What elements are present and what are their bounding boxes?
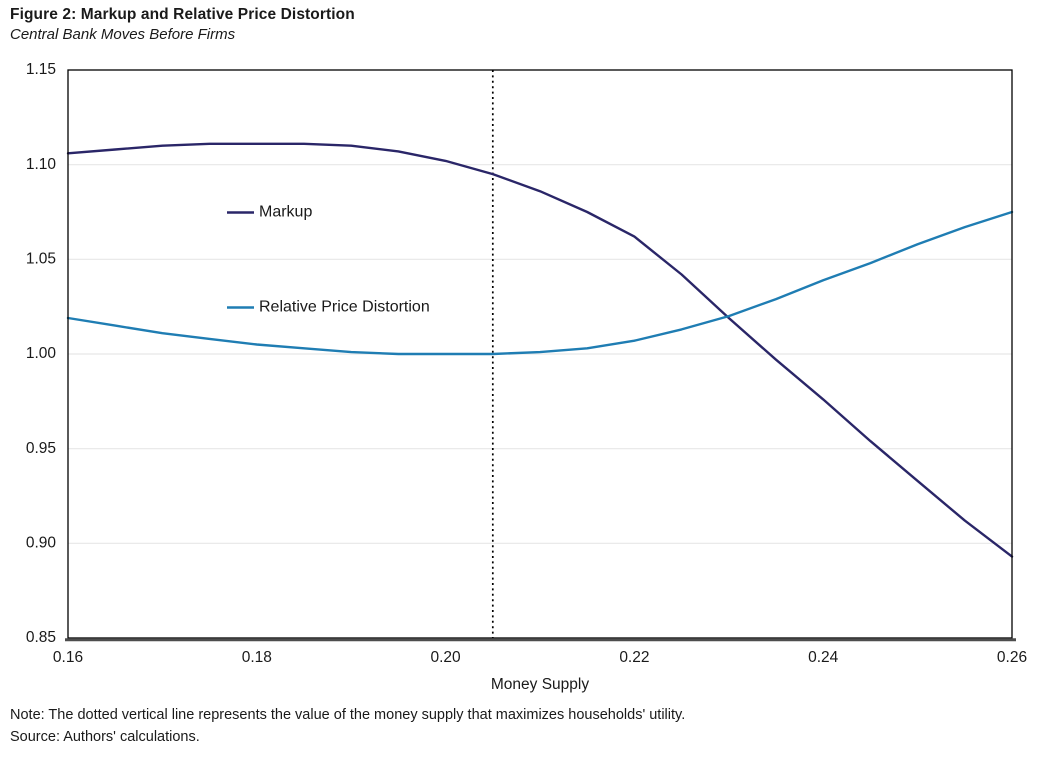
figure-subtitle: Central Bank Moves Before Firms: [10, 26, 236, 43]
y-tick-label: 1.10: [26, 156, 57, 173]
x-tick-label: 0.24: [808, 649, 839, 666]
x-tick-label: 0.22: [619, 649, 649, 666]
y-tick-label: 1.05: [26, 250, 56, 267]
legend-label-relative-price-distortion: Relative Price Distortion: [259, 299, 430, 316]
plot-border: [67, 69, 1013, 639]
x-tick-label: 0.18: [242, 649, 272, 666]
y-tick-label: 0.95: [26, 440, 56, 457]
x-tick-label: 0.20: [431, 649, 462, 666]
x-axis-label: Money Supply: [491, 676, 589, 693]
figure-source: Source: Authors' calculations.: [10, 729, 200, 745]
legend-label-markup: Markup: [259, 204, 312, 221]
y-tick-label: 1.15: [26, 61, 56, 78]
y-tick-label: 0.90: [26, 534, 57, 551]
chart-plot: 0.85 0.90 0.95 1.00 1.05 1.10 1.15 0.16 0.18 0.20…: [26, 61, 1027, 693]
series-line-relative-price-distortion: [66, 210, 1014, 356]
figure-title: Figure 2: Markup and Relative Price Dist…: [10, 6, 355, 23]
x-tick-label: 0.16: [53, 649, 83, 666]
y-tick-label: 0.85: [26, 629, 56, 646]
figure-note: Note: The dotted vertical line represent…: [10, 707, 686, 723]
x-tick-label: 0.26: [997, 649, 1027, 666]
series-line-markup: [66, 142, 1014, 558]
y-tick-label: 1.00: [26, 345, 57, 362]
